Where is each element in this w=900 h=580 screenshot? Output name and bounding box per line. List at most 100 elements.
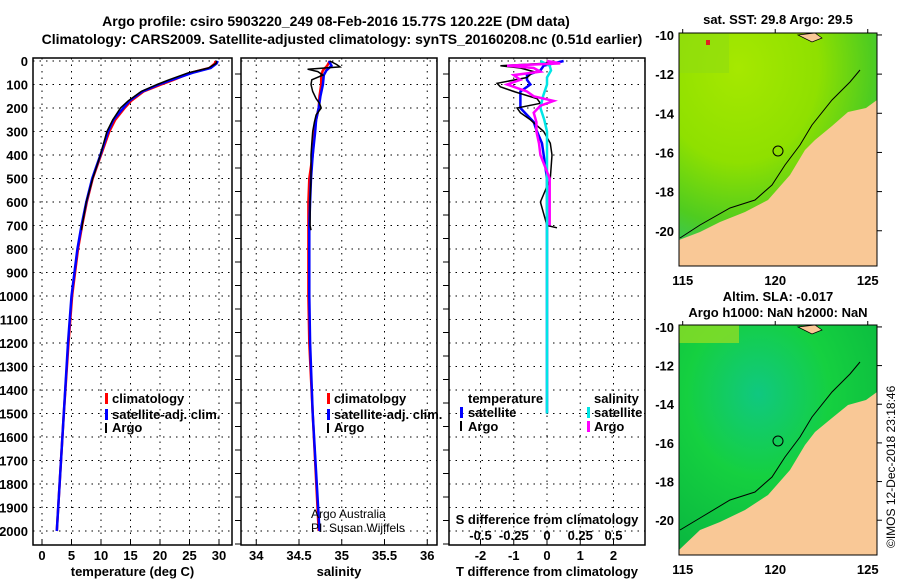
s-tick-label: 0.5 bbox=[604, 528, 622, 543]
legend-swatch-satellite bbox=[105, 409, 108, 420]
y-tick-label: 600 bbox=[6, 195, 28, 210]
pi-text: PI: Susan Wijffels bbox=[311, 521, 405, 535]
y-tick-label: 1300 bbox=[0, 360, 28, 375]
y-tick-label: 300 bbox=[6, 125, 28, 140]
legend-title-temperature: temperature bbox=[468, 391, 543, 406]
map-y-tick-label: -20 bbox=[655, 224, 674, 239]
isobath-contour bbox=[679, 361, 861, 531]
title-line-1: Argo profile: csiro 5903220_249 08-Feb-2… bbox=[102, 13, 570, 29]
map-y-tick-label: -10 bbox=[655, 320, 674, 335]
plot-frame bbox=[32, 57, 233, 546]
x-tick-label: -2 bbox=[475, 548, 487, 563]
y-tick-label: 1100 bbox=[0, 313, 28, 328]
map-x-tick-label: 120 bbox=[764, 273, 786, 288]
series-salinity-argo bbox=[503, 59, 561, 226]
legend-swatch-t-satellite bbox=[460, 407, 463, 418]
y-tick-label: 1000 bbox=[0, 289, 28, 304]
x-tick-label: 0 bbox=[38, 548, 45, 563]
land-australia bbox=[679, 100, 877, 266]
title-line-2: Climatology: CARS2009. Satellite-adjuste… bbox=[42, 31, 643, 47]
map-x-tick-label: 120 bbox=[764, 562, 786, 577]
legend-swatch-satellite bbox=[327, 409, 330, 420]
salinity-legend: climatology satellite-adj. clim. Argo Ar… bbox=[311, 391, 442, 535]
legend-label: Argo bbox=[112, 420, 142, 435]
legend-label: satellite-adj. clim. bbox=[334, 407, 442, 422]
x-tick-label: 34 bbox=[249, 548, 264, 563]
x-tick-label: -1 bbox=[508, 548, 520, 563]
map-frame bbox=[678, 32, 878, 267]
y-tick-label: 1400 bbox=[0, 383, 28, 398]
difference-legend: temperature satellite Argo salinity sate… bbox=[456, 391, 643, 527]
map-x-tick-label: 125 bbox=[857, 273, 879, 288]
series-climatology bbox=[55, 60, 217, 532]
y-tick-label: 900 bbox=[6, 266, 28, 281]
temperature-panel: 0 5 10 15 20 25 300100200300400500600700800900… bbox=[0, 54, 233, 579]
s-tick-label: -0.5 bbox=[469, 528, 491, 543]
legend-swatch-argo bbox=[105, 423, 107, 433]
sla-map-subtitle: Argo h1000: NaN h2000: NaN bbox=[688, 305, 867, 320]
x-axis-label: T difference from climatology bbox=[456, 564, 639, 579]
y-tick-label: 1900 bbox=[0, 501, 28, 516]
plot-frame bbox=[448, 57, 646, 546]
land-australia bbox=[679, 392, 877, 555]
sst-patch bbox=[679, 33, 729, 73]
y-tick-label: 1700 bbox=[0, 454, 28, 469]
map-y-tick-label: -20 bbox=[655, 513, 674, 528]
legend-swatch-s-satellite bbox=[587, 407, 590, 418]
sst-map: sat. SST: 29.8 Argo: 29.5 115 120 125 -10 -1… bbox=[655, 12, 882, 288]
x-tick-label: 35 bbox=[335, 548, 349, 563]
map-x-tick-label: 125 bbox=[857, 562, 879, 577]
legend-label: Argo bbox=[334, 420, 364, 435]
x-tick-label: 1 bbox=[577, 548, 584, 563]
y-tick-label: 500 bbox=[6, 172, 28, 187]
sla-map: Altim. SLA: -0.017 Argo h1000: NaN h2000… bbox=[655, 289, 882, 577]
sst-map-title: sat. SST: 29.8 Argo: 29.5 bbox=[703, 12, 853, 27]
plot-frame bbox=[240, 57, 438, 546]
difference-panel: -2 -1 0 1 2T difference from climatology -0.5… bbox=[443, 57, 646, 579]
map-x-tick-label: 115 bbox=[672, 273, 693, 288]
map-y-tick-label: -18 bbox=[655, 185, 674, 200]
map-y-tick-label: -14 bbox=[655, 106, 675, 121]
map-frame bbox=[678, 324, 878, 556]
x-tick-label: 30 bbox=[212, 548, 226, 563]
land-island bbox=[796, 324, 823, 335]
y-tick-label: 1200 bbox=[0, 336, 28, 351]
x-axis-label: salinity bbox=[317, 564, 363, 579]
legend-label: climatology bbox=[112, 391, 185, 406]
series-temperature-argo bbox=[495, 60, 558, 229]
legend-swatch-s-argo bbox=[587, 421, 590, 432]
y-tick-label: 800 bbox=[6, 242, 28, 257]
x-tick-label: 36 bbox=[420, 548, 434, 563]
series-satellite-adj-clim- bbox=[308, 60, 334, 532]
map-y-tick-label: -16 bbox=[655, 145, 674, 160]
series-salinity-satellite bbox=[539, 59, 553, 414]
y-tick-label: 100 bbox=[6, 78, 28, 93]
y-tick-label: 2000 bbox=[0, 524, 28, 539]
map-y-tick-label: -18 bbox=[655, 475, 674, 490]
legend-label: Argo bbox=[594, 419, 624, 434]
sla-patch bbox=[679, 325, 739, 343]
y-tick-label: 400 bbox=[6, 148, 28, 163]
legend-swatch-t-argo bbox=[460, 421, 462, 431]
salinity-panel: 34 34.5 35 35.5 36 salinity bbox=[235, 57, 438, 579]
sst-hot-pixel bbox=[706, 40, 710, 45]
series-argo bbox=[80, 60, 218, 231]
map-y-tick-label: -14 bbox=[655, 397, 675, 412]
s-axis-label: S difference from climatology bbox=[456, 512, 640, 527]
x-tick-label: 34.5 bbox=[286, 548, 311, 563]
map-y-tick-label: -10 bbox=[655, 28, 674, 43]
y-tick-label: 0 bbox=[21, 54, 28, 69]
land-island bbox=[796, 32, 823, 43]
map-y-tick-label: -12 bbox=[655, 359, 674, 374]
x-tick-label: 5 bbox=[68, 548, 75, 563]
legend-label: Argo bbox=[468, 419, 498, 434]
series-argo bbox=[307, 60, 343, 231]
x-tick-label: 2 bbox=[610, 548, 617, 563]
temperature-legend: climatology satellite-adj. clim. Argo bbox=[105, 391, 220, 435]
series-satellite-adj-clim- bbox=[55, 60, 219, 532]
x-tick-label: 25 bbox=[182, 548, 196, 563]
y-tick-label: 1800 bbox=[0, 477, 28, 492]
map-y-tick-label: -12 bbox=[655, 67, 674, 82]
map-y-tick-label: -16 bbox=[655, 436, 674, 451]
